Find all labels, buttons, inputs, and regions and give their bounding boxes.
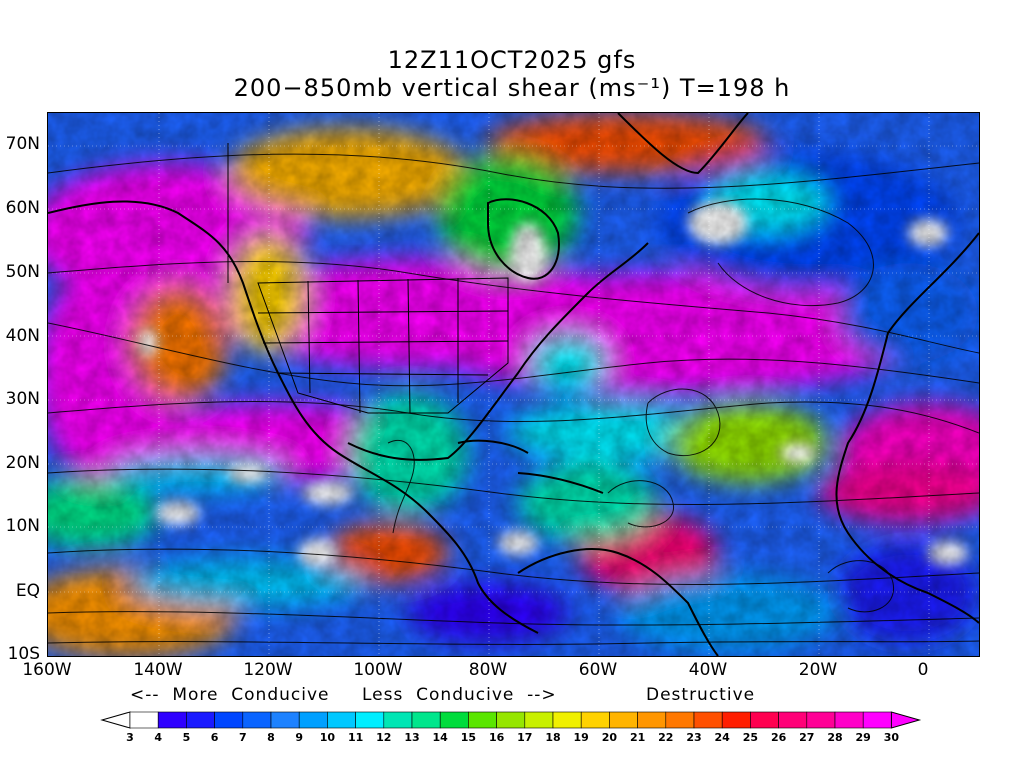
colorbar-cell — [157, 711, 187, 729]
colorbar-cell — [524, 711, 554, 729]
lon-label-80w: 80W — [468, 660, 508, 680]
colorbar-tick-label: 3 — [126, 731, 134, 744]
colorbar-cell — [806, 711, 836, 729]
lon-label-0: 0 — [917, 660, 929, 680]
lat-label-50n: 50N — [5, 262, 40, 282]
colorbar-tick-label: 15 — [460, 731, 477, 744]
less-conducive-label: Less Conducive --> — [362, 685, 557, 705]
colorbar-cell — [411, 711, 441, 729]
colorbar-cell — [693, 711, 723, 729]
colorbar-cell — [355, 711, 385, 729]
colorbar-tick-label: 16 — [488, 731, 505, 744]
lat-label-20n: 20N — [5, 453, 40, 473]
chart-subtitle: 200−850mb vertical shear (ms⁻¹) T=198 h — [233, 74, 791, 102]
shear-map — [47, 112, 980, 657]
lon-label-20w: 20W — [798, 660, 838, 680]
colorbar-tick-label: 8 — [267, 731, 275, 744]
lon-label-160w: 160W — [22, 660, 72, 680]
colorbar-cell — [186, 711, 215, 729]
chart-title: 12Z11OCT2025 gfs — [387, 46, 637, 74]
colorbar-cell — [665, 711, 695, 729]
colorbar-cell — [383, 711, 413, 729]
colorbar-cell — [721, 711, 751, 729]
lat-label-eq: EQ — [15, 581, 40, 601]
colorbar-cell — [242, 711, 272, 729]
colorbar-arrow-left — [100, 711, 131, 729]
colorbar-tick-label: 27 — [799, 731, 815, 744]
colorbar-cell — [862, 711, 892, 729]
colorbar-tick-label: 29 — [855, 731, 871, 744]
colorbar-cell — [214, 711, 244, 729]
colorbar-tick-label: 17 — [517, 731, 533, 744]
colorbar-cell — [552, 711, 582, 729]
colorbar-tick-label: 21 — [629, 731, 646, 744]
colorbar-tick-label: 20 — [601, 731, 618, 744]
colorbar-tick-label: 11 — [347, 731, 364, 744]
colorbar-cell — [496, 711, 526, 729]
colorbar-cell — [778, 711, 808, 729]
colorbar-tick-label: 23 — [686, 731, 702, 744]
lat-label-70n: 70N — [5, 134, 40, 154]
lon-label-120w: 120W — [243, 660, 293, 680]
colorbar-tick-label: 14 — [432, 731, 448, 744]
colorbar-cell — [637, 711, 667, 729]
colorbar-tick-label: 12 — [376, 731, 392, 744]
colorbar-tick-label: 10 — [319, 731, 336, 744]
colorbar-cell — [609, 711, 638, 729]
lon-label-140w: 140W — [133, 660, 183, 680]
colorbar-tick-label: 7 — [238, 731, 247, 744]
colorbar-arrow-right — [890, 711, 922, 729]
colorbar-cell — [834, 711, 864, 729]
lon-label-40w: 40W — [688, 660, 728, 680]
colorbar — [100, 711, 922, 729]
colorbar-cell — [468, 711, 497, 729]
colorbar-tick-label: 28 — [827, 731, 843, 744]
colorbar-cell — [580, 711, 610, 729]
colorbar-cell — [439, 711, 469, 729]
lat-label-30n: 30N — [5, 389, 40, 409]
colorbar-tick-label: 4 — [154, 731, 163, 744]
colorbar-tick-label: 24 — [714, 731, 730, 744]
colorbar-tick-label: 25 — [742, 731, 759, 744]
colorbar-tick-label: 22 — [658, 731, 674, 744]
lon-label-100w: 100W — [353, 660, 403, 680]
colorbar-tick-label: 18 — [545, 731, 561, 744]
more-conducive-label: <-- More Conducive — [130, 685, 330, 705]
colorbar-cell — [327, 711, 356, 729]
lat-label-10n: 10N — [5, 516, 40, 536]
colorbar-tick-label: 26 — [770, 731, 787, 744]
lat-label-40n: 40N — [5, 326, 40, 346]
colorbar-tick-label: 13 — [404, 731, 420, 744]
colorbar-cell — [129, 711, 159, 729]
colorbar-tick-label: 9 — [295, 731, 304, 744]
colorbar-tick-label: 5 — [182, 731, 191, 744]
colorbar-tick-label: 19 — [573, 731, 589, 744]
colorbar-tick-label: 6 — [210, 731, 219, 744]
lat-label-60n: 60N — [5, 198, 40, 218]
lat-label-10s: 10S — [7, 644, 40, 664]
colorbar-cell — [750, 711, 779, 729]
colorbar-cell — [270, 711, 300, 729]
lon-label-60w: 60W — [578, 660, 618, 680]
destructive-label: Destructive — [646, 685, 756, 705]
colorbar-tick-label: 30 — [883, 731, 900, 744]
colorbar-cell — [298, 711, 328, 729]
